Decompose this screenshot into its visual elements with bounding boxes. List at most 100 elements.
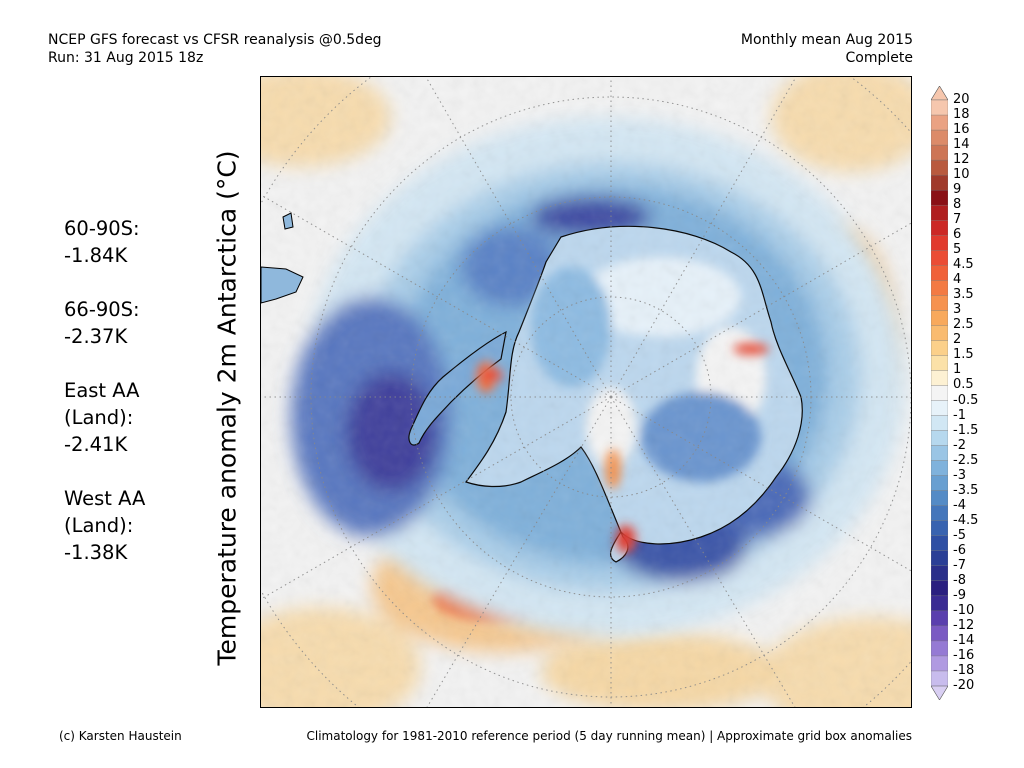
colorbar-swatch bbox=[931, 159, 948, 176]
colorbar-swatch bbox=[931, 625, 948, 642]
colorbar-label: 3 bbox=[953, 302, 962, 318]
map-canvas bbox=[261, 77, 911, 707]
colorbar-swatch bbox=[931, 370, 948, 386]
colorbar-swatch bbox=[931, 310, 948, 326]
colorbar-max-arrow bbox=[931, 86, 948, 101]
colorbar-label: -20 bbox=[953, 678, 975, 693]
colorbar-label: 16 bbox=[953, 122, 970, 138]
colorbar-swatch bbox=[931, 520, 948, 537]
stat-line: West AA bbox=[64, 487, 146, 510]
colorbar-label: 5 bbox=[953, 242, 962, 258]
colorbar-min-arrow bbox=[931, 685, 948, 700]
colorbar-label: 14 bbox=[953, 137, 970, 153]
colorbar-label: -14 bbox=[953, 632, 975, 648]
landmass bbox=[261, 266, 304, 304]
meridian bbox=[610, 396, 796, 707]
colorbar-label: 3.5 bbox=[953, 287, 974, 303]
colorbar-swatch bbox=[931, 580, 948, 597]
anomaly-map bbox=[260, 76, 912, 708]
colorbar-swatch bbox=[931, 355, 948, 371]
colorbar-swatch bbox=[931, 235, 948, 251]
colorbar-swatch bbox=[931, 565, 948, 582]
colorbar-label: 12 bbox=[953, 152, 970, 168]
colorbar-swatch bbox=[931, 505, 948, 522]
colorbar-label: -8 bbox=[953, 572, 966, 588]
colorbar-label: 10 bbox=[953, 167, 970, 183]
colorbar-swatch bbox=[931, 114, 948, 131]
colorbar-svg bbox=[931, 86, 948, 700]
island bbox=[282, 212, 294, 230]
colorbar-label: -4.5 bbox=[953, 512, 979, 528]
colorbar-label: 6 bbox=[953, 227, 962, 243]
noise-overlay bbox=[261, 77, 911, 707]
colorbar-swatch bbox=[931, 189, 948, 206]
colorbar-swatch bbox=[931, 265, 948, 281]
stat-line: 60-90S: bbox=[64, 217, 140, 240]
colorbar-label: 1.5 bbox=[953, 347, 974, 363]
colorbar-swatch bbox=[931, 220, 948, 236]
graticule bbox=[261, 77, 911, 707]
climatology-note: Climatology for 1981-2010 reference peri… bbox=[306, 729, 913, 743]
colorbar-label: -18 bbox=[953, 662, 975, 678]
colorbar-swatch bbox=[931, 595, 948, 612]
colorbar-swatch bbox=[931, 280, 948, 296]
colorbar-swatch bbox=[931, 475, 948, 492]
colorbar-label: -2.5 bbox=[953, 452, 979, 468]
colorbar-label: 0.5 bbox=[953, 377, 974, 393]
colorbar-label: -7 bbox=[953, 557, 966, 573]
run-time: Run: 31 Aug 2015 18z bbox=[48, 50, 204, 66]
colorbar-label: 2 bbox=[953, 332, 962, 348]
colorbar-label: -4 bbox=[953, 497, 966, 513]
colorbar-label: -1.5 bbox=[953, 422, 979, 438]
colorbar-label: -3 bbox=[953, 467, 966, 483]
header-right: Monthly mean Aug 2015 Complete bbox=[741, 31, 913, 67]
stat-value: -2.37K bbox=[64, 325, 128, 348]
colorbar bbox=[931, 86, 948, 700]
credit: (c) Karsten Haustein bbox=[59, 729, 182, 743]
colorbar-swatch bbox=[931, 204, 948, 221]
colorbar-swatch bbox=[931, 400, 948, 417]
meridian bbox=[610, 396, 911, 572]
colorbar-label: -10 bbox=[953, 602, 975, 618]
stat-66-90s: 66-90S: -2.37K bbox=[64, 296, 145, 350]
colorbar-swatch bbox=[931, 340, 948, 356]
colorbar-swatch bbox=[931, 250, 948, 266]
colorbar-label: 9 bbox=[953, 182, 962, 198]
colorbar-label: -5 bbox=[953, 527, 966, 543]
stat-60-90s: 60-90S: -1.84K bbox=[64, 215, 145, 269]
colorbar-label: -6 bbox=[953, 542, 966, 558]
colorbar-swatch bbox=[931, 385, 948, 402]
colorbar-swatch bbox=[931, 535, 948, 552]
colorbar-swatch bbox=[931, 655, 948, 672]
colorbar-swatch bbox=[931, 174, 948, 191]
stat-value: -1.38K bbox=[64, 541, 128, 564]
stat-west-aa: West AA (Land): -1.38K bbox=[64, 485, 145, 566]
colorbar-label: -3.5 bbox=[953, 482, 979, 498]
colorbar-label: -0.5 bbox=[953, 392, 979, 408]
stat-east-aa: East AA (Land): -2.41K bbox=[64, 377, 145, 458]
colorbar-label: -1 bbox=[953, 407, 966, 423]
south-america-tip bbox=[261, 212, 304, 304]
colorbar-swatch bbox=[931, 550, 948, 567]
colorbar-swatch bbox=[931, 430, 948, 447]
colorbar-label: 4.5 bbox=[953, 257, 974, 273]
colorbar-swatch bbox=[931, 640, 948, 657]
meridian bbox=[610, 222, 911, 398]
y-axis-title: Temperature anomaly 2m Antarctica (°C) bbox=[212, 150, 242, 666]
stat-line: (Land): bbox=[64, 514, 134, 537]
colorbar-swatch bbox=[931, 445, 948, 462]
colorbar-label: 7 bbox=[953, 212, 962, 228]
meridian bbox=[426, 396, 612, 707]
stat-line: (Land): bbox=[64, 406, 134, 429]
stat-value: -2.41K bbox=[64, 433, 128, 456]
colorbar-label: -9 bbox=[953, 587, 966, 603]
colorbar-label: -16 bbox=[953, 647, 975, 663]
colorbar-label: 8 bbox=[953, 197, 962, 213]
colorbar-label: -2 bbox=[953, 437, 966, 453]
colorbar-swatch bbox=[931, 490, 948, 507]
colorbar-label: -12 bbox=[953, 617, 975, 633]
colorbar-swatch bbox=[931, 99, 948, 116]
colorbar-label: 20 bbox=[953, 92, 970, 107]
colorbar-label: 4 bbox=[953, 272, 962, 288]
stat-value: -1.84K bbox=[64, 244, 128, 267]
